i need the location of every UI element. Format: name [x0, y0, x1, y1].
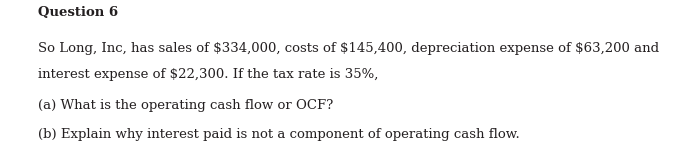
- Text: Question 6: Question 6: [38, 6, 118, 19]
- Text: (a) What is the operating cash flow or OCF?: (a) What is the operating cash flow or O…: [38, 99, 333, 112]
- Text: interest expense of $22,300. If the tax rate is 35%,: interest expense of $22,300. If the tax …: [38, 68, 378, 81]
- Text: So Long, Inc, has sales of $334,000, costs of $145,400, depreciation expense of : So Long, Inc, has sales of $334,000, cos…: [38, 42, 659, 55]
- Text: (b) Explain why interest paid is not a component of operating cash flow.: (b) Explain why interest paid is not a c…: [38, 128, 520, 141]
